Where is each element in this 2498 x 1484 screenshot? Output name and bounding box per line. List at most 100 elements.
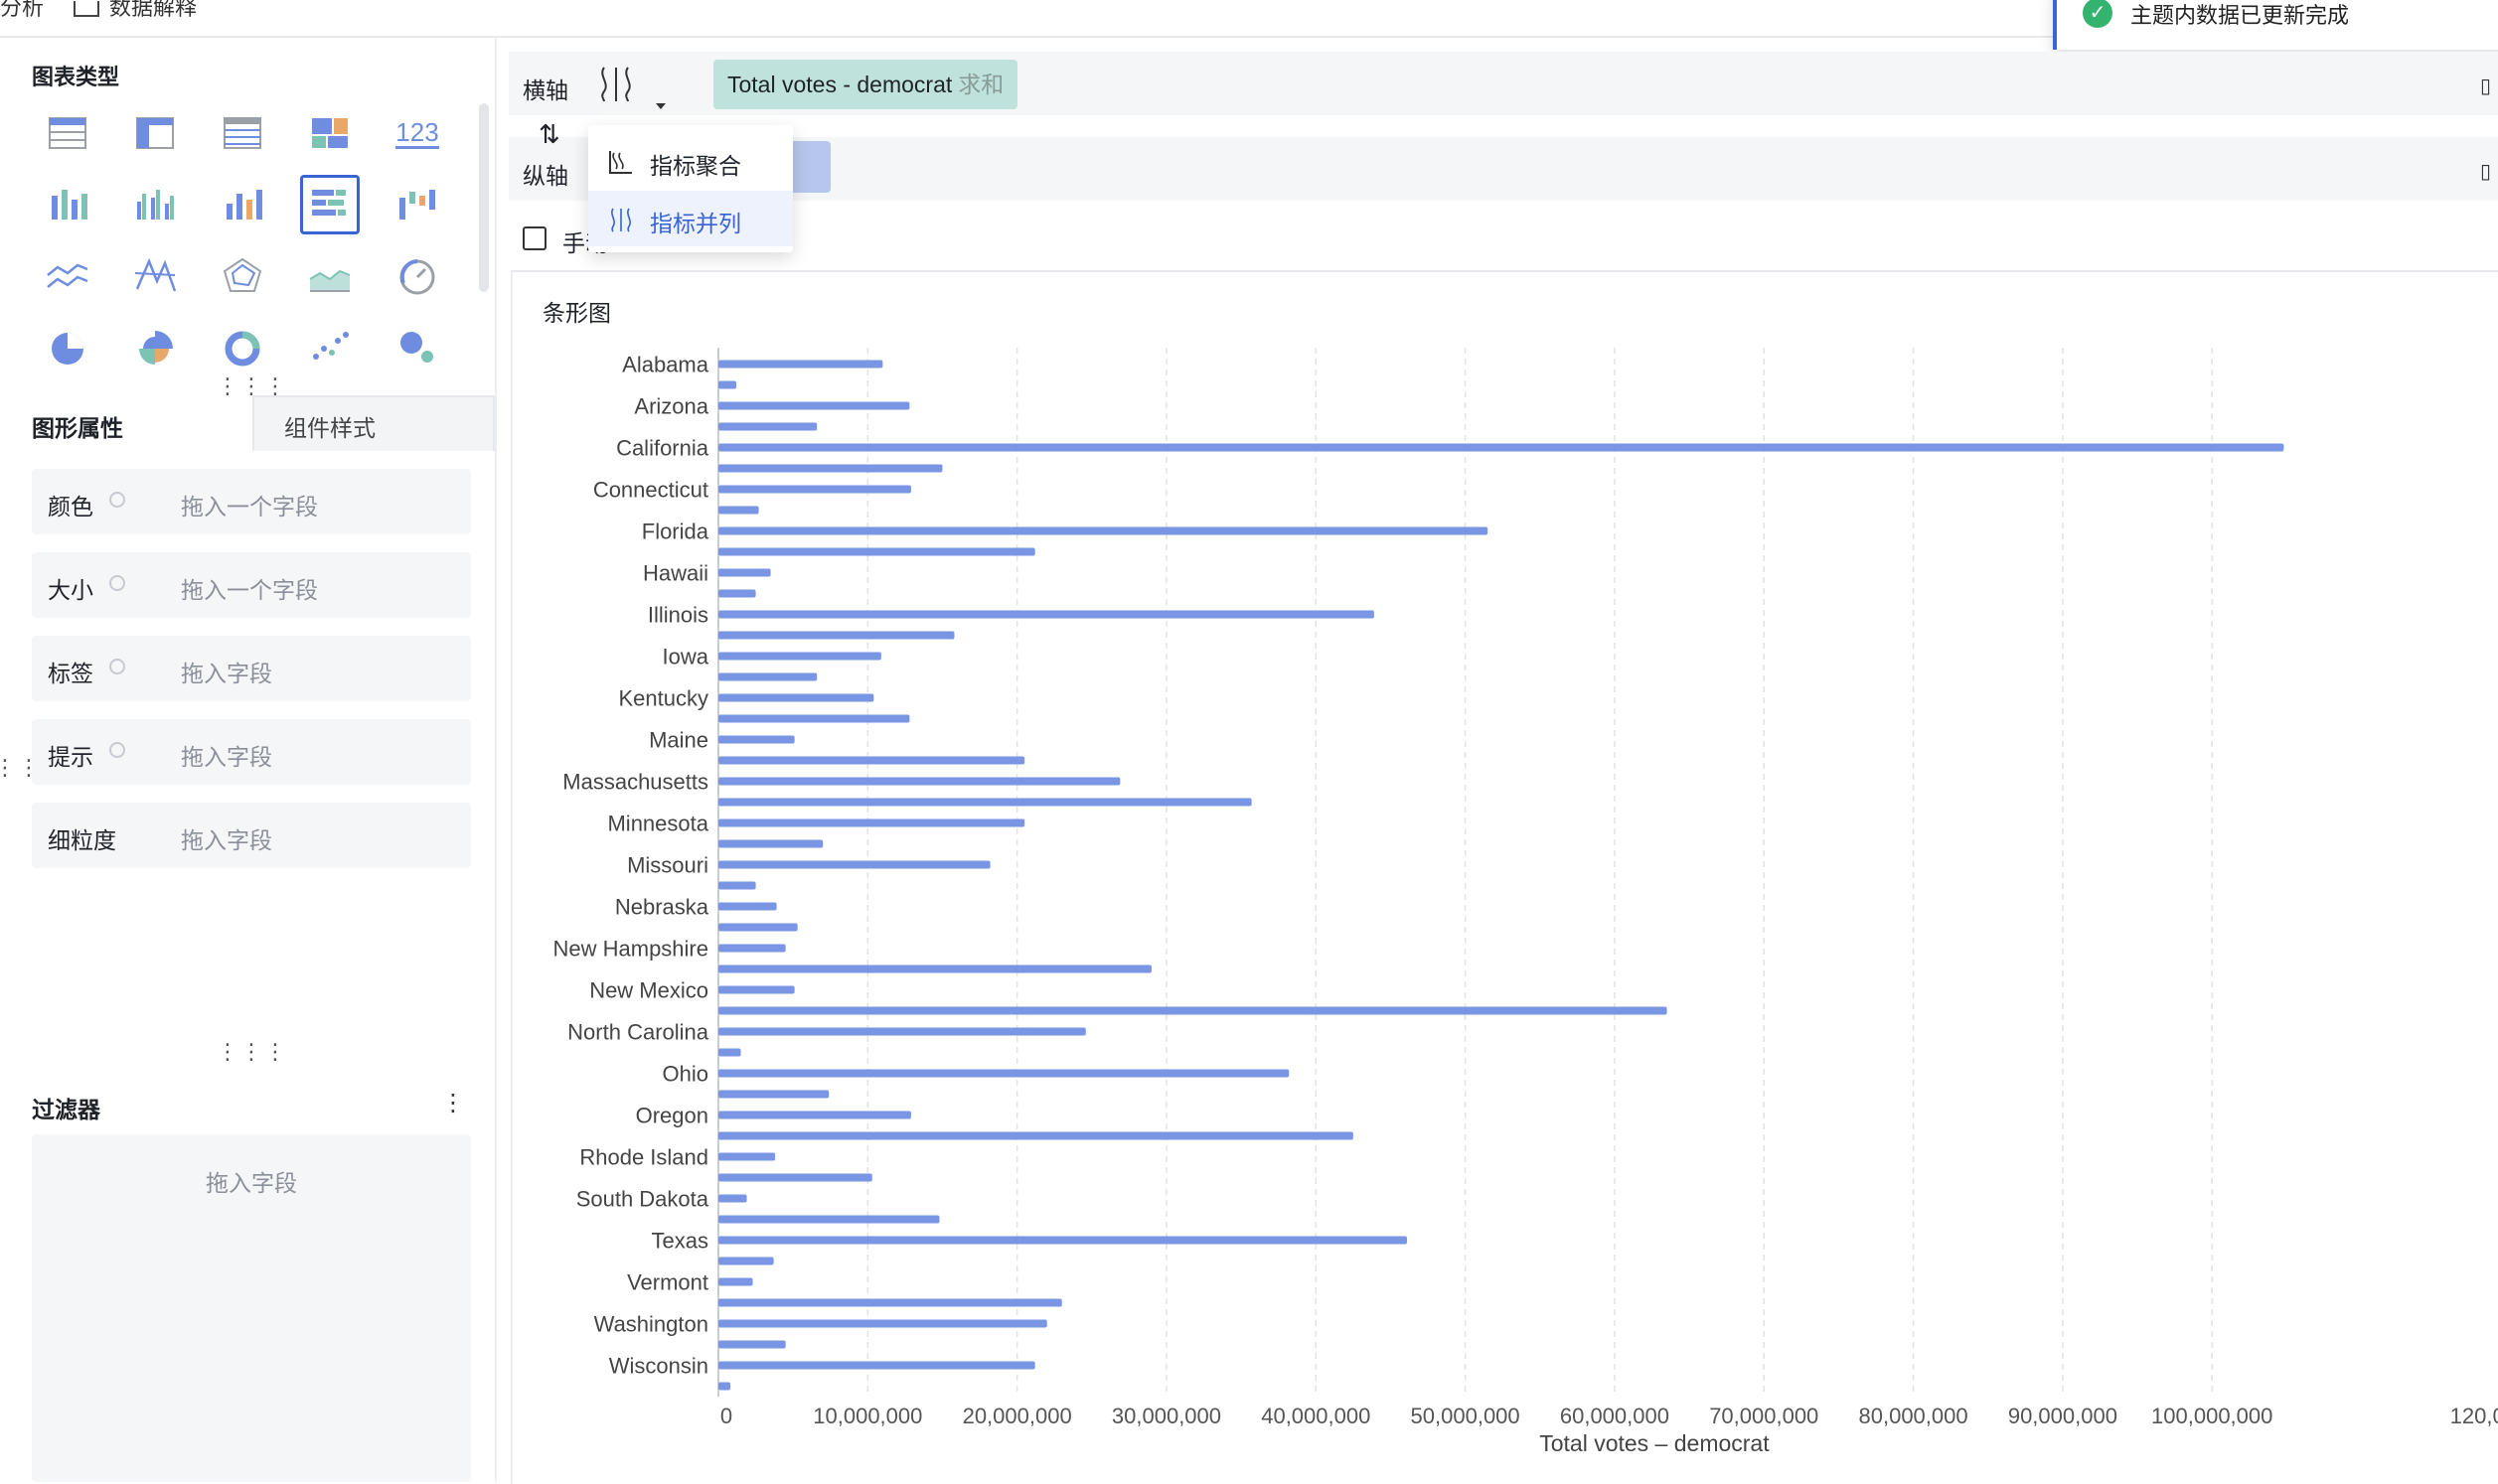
waterfall-icon[interactable] [388, 175, 447, 234]
tab-data-explain[interactable]: 数据解释 [74, 0, 197, 22]
more-vertical-icon[interactable]: ⋮ [441, 1090, 465, 1116]
granularity-placeholder: 拖入字段 [181, 827, 272, 853]
bar [718, 526, 1488, 535]
bar [718, 672, 818, 681]
tooltip-placeholder: 拖入字段 [181, 744, 272, 770]
resize-handle-icon[interactable]: ⋮⋮⋮ [217, 373, 288, 398]
menu-item-parallel[interactable]: 指标并列 [588, 191, 793, 246]
bar [718, 1069, 1290, 1078]
granularity-field-slot[interactable]: 细粒度 拖入字段 [32, 803, 471, 868]
category-label: Missouri [627, 853, 708, 878]
chart-types-scrollbar[interactable] [479, 103, 489, 292]
chart-panel [511, 270, 2498, 1484]
filter-drop-zone[interactable]: 拖入字段 [32, 1134, 471, 1482]
donut-icon[interactable] [213, 318, 272, 377]
bar [718, 714, 910, 723]
tab-analysis[interactable]: 分析 [0, 0, 45, 20]
category-label: South Dakota [576, 1187, 709, 1212]
bar [718, 1131, 1353, 1140]
parallel-metrics-icon[interactable] [596, 64, 636, 108]
tab-component-style[interactable]: 组件样式 [252, 395, 495, 451]
size-field-slot[interactable]: 大小 拖入一个字段 [32, 552, 471, 618]
bar [718, 589, 756, 598]
size-placeholder: 拖入一个字段 [181, 577, 318, 603]
bar [718, 1236, 1407, 1245]
x-tick-label: 70,000,000 [1709, 1404, 1818, 1428]
x-field-pill[interactable]: Total votes - democrat 求和 [713, 60, 1018, 109]
swap-axes-icon[interactable]: ⇅ [539, 119, 560, 149]
x-tick-label: 120,000,000 [2450, 1404, 2498, 1428]
gear-icon[interactable] [109, 492, 125, 508]
category-label: Kentucky [619, 686, 709, 711]
bar [718, 1277, 753, 1286]
bar [718, 547, 1035, 556]
tab-graphic-props[interactable]: 图形属性 [32, 415, 123, 441]
category-label: Washington [594, 1312, 708, 1337]
rose-icon[interactable] [125, 318, 185, 377]
horizontal-bar-icon[interactable] [300, 175, 360, 234]
bar [718, 1006, 1667, 1015]
category-label: Alabama [622, 353, 709, 377]
axis-action-icon[interactable]: ▯ [2480, 161, 2492, 183]
category-label: Maine [649, 728, 708, 753]
x-axis-label: 横轴 [523, 77, 568, 103]
gear-icon[interactable] [109, 742, 125, 758]
table-icon[interactable] [38, 103, 97, 163]
size-label: 大小 [48, 577, 93, 603]
bar [718, 422, 818, 431]
bar [718, 985, 795, 994]
color-field-slot[interactable]: 颜色 拖入一个字段 [32, 469, 471, 534]
resize-handle-icon[interactable]: ⋮⋮⋮ [217, 1039, 288, 1064]
stacked-bar-icon[interactable] [38, 175, 97, 234]
menu-item-aggregate[interactable]: 指标聚合 [588, 133, 793, 189]
area-icon[interactable] [300, 246, 360, 306]
scatter-icon[interactable] [300, 318, 360, 377]
treemap-icon[interactable] [300, 103, 360, 163]
gear-icon[interactable] [109, 575, 125, 591]
pivot-table-icon[interactable] [125, 103, 185, 163]
bar-chart: 0 10,000,000 20,000,000 30,000,000 40,000,00… [553, 348, 2498, 1456]
category-label: Illinois [648, 603, 708, 628]
bar [718, 1382, 731, 1391]
axis-action-icon[interactable]: ▯ [2480, 75, 2492, 97]
gauge-icon[interactable] [388, 246, 447, 306]
panel-drag-handle-icon[interactable]: ⋮⋮ [0, 755, 42, 780]
pie-icon[interactable] [38, 318, 97, 377]
bar [718, 1027, 1086, 1036]
chart-title: 条形图 [543, 300, 611, 326]
x-field-name: Total votes - democrat [727, 72, 953, 97]
tab-data-explain-label: 数据解释 [109, 0, 198, 20]
bar [718, 1048, 741, 1057]
parallel-metrics-icon [608, 207, 634, 237]
tooltip-field-slot[interactable]: 提示 拖入字段 [32, 719, 471, 785]
metric-mode-menu: 指标聚合 指标并列 [588, 125, 793, 252]
line-icon[interactable] [38, 246, 97, 306]
grouped-bar-icon[interactable] [125, 175, 185, 234]
check-circle-icon: ✓ [2083, 0, 2112, 28]
chevron-down-icon[interactable] [656, 103, 666, 109]
color-placeholder: 拖入一个字段 [181, 494, 318, 519]
cross-table-icon[interactable] [213, 103, 272, 163]
kpi-number-icon[interactable]: 123 [388, 103, 447, 163]
bar [718, 652, 881, 661]
bar [718, 944, 786, 953]
x-axis-shelf[interactable]: 横轴 Total votes - democrat 求和 [509, 52, 2498, 115]
y-axis-shelf[interactable]: 纵轴 [509, 137, 2498, 201]
bubble-icon[interactable] [388, 318, 447, 377]
category-label: Vermont [627, 1270, 708, 1295]
column-icon[interactable] [213, 175, 272, 234]
category-label: California [616, 436, 709, 461]
x-tick-label: 100,000,000 [2151, 1404, 2272, 1428]
update-toast: ✓ 主题内数据已更新完成 [2053, 0, 2498, 50]
bar [718, 506, 759, 515]
polar-icon[interactable] [213, 246, 272, 306]
category-label: Minnesota [607, 812, 708, 836]
x-tick-label: 60,000,000 [1560, 1404, 1669, 1428]
x-tick-label: 10,000,000 [813, 1404, 922, 1428]
x-tick-label: 30,000,000 [1112, 1404, 1221, 1428]
label-field-slot[interactable]: 标签 拖入字段 [32, 636, 471, 701]
gear-icon[interactable] [109, 659, 125, 674]
radar-icon[interactable] [125, 246, 185, 306]
manual-checkbox[interactable] [523, 226, 546, 250]
bar [718, 881, 756, 890]
